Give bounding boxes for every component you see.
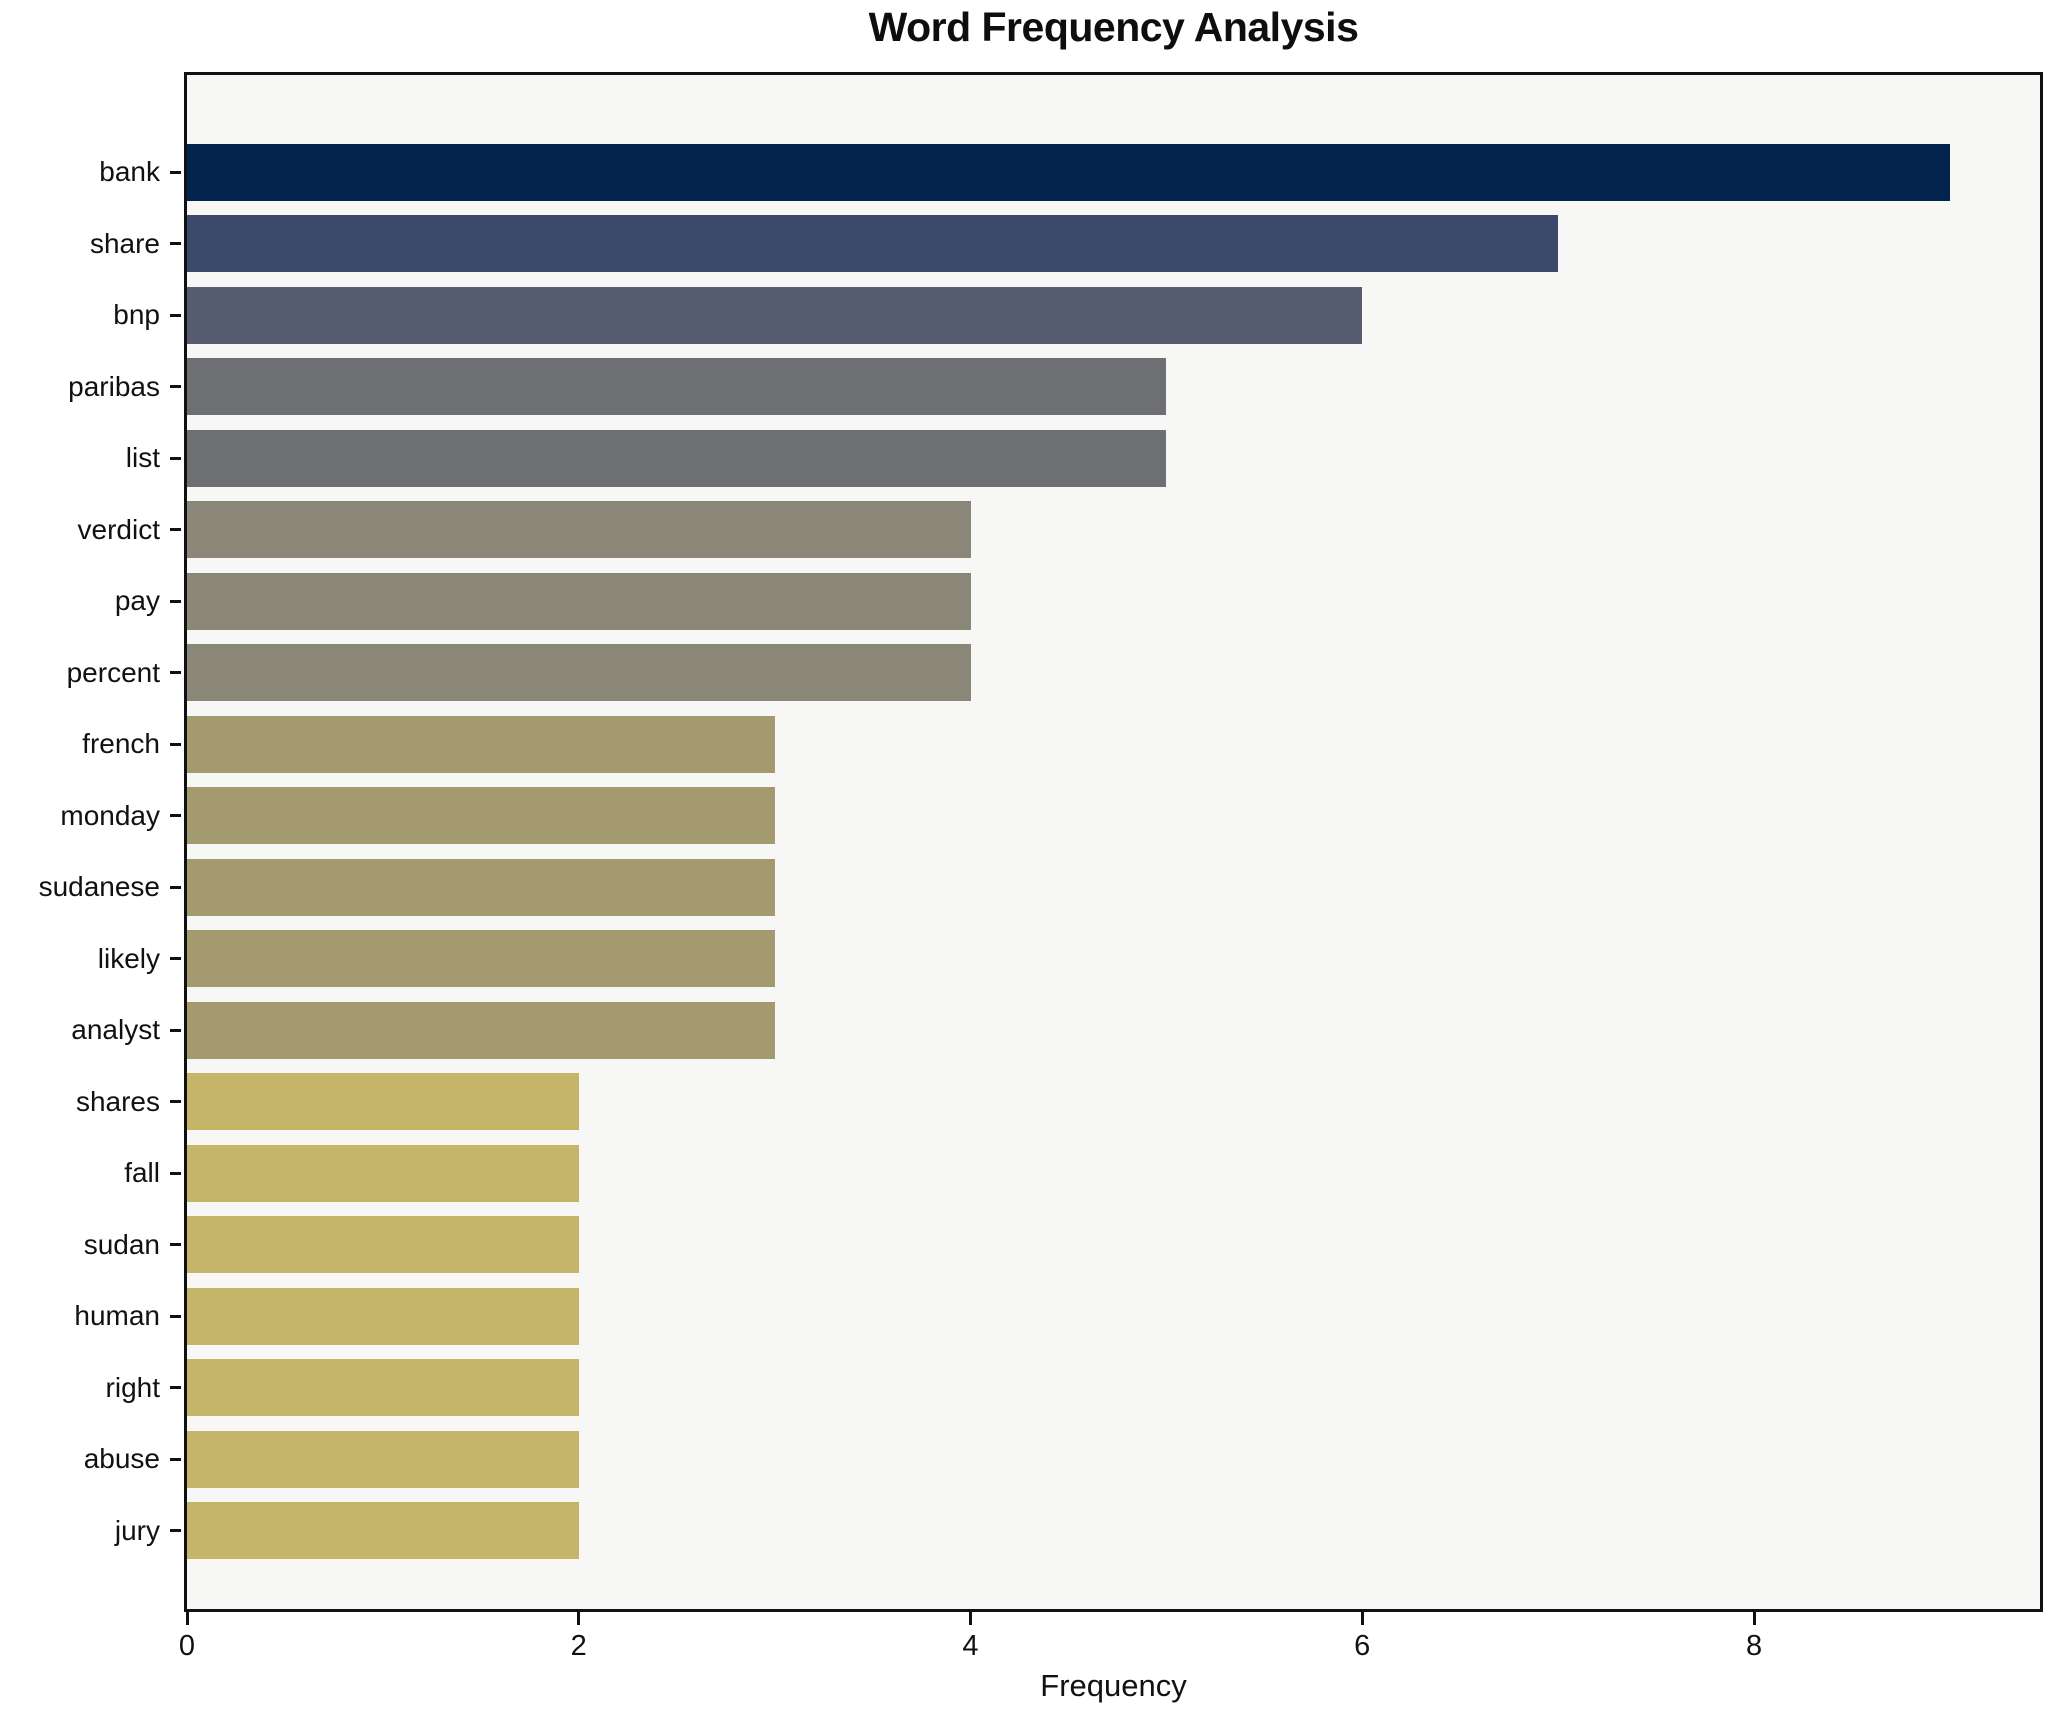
bar-bank	[187, 143, 1950, 201]
x-tick-label-2: 2	[570, 1630, 587, 1662]
bar-likely	[187, 930, 775, 987]
y-tick-mark	[170, 1243, 181, 1246]
bars-layer	[187, 75, 2040, 1609]
x-tick-label-8: 8	[1745, 1630, 1763, 1662]
bar-jury	[187, 1502, 579, 1559]
y-tick-label-list: list	[125, 442, 160, 473]
bar-list	[187, 429, 1167, 487]
y-tick-mark	[170, 599, 181, 603]
bar-bnp	[187, 286, 1363, 344]
bar-shares	[187, 1073, 579, 1130]
bar-analyst	[187, 1001, 775, 1059]
x-tick-mark	[969, 1612, 972, 1625]
y-tick-label-human: human	[74, 1300, 160, 1331]
y-tick-mark	[170, 170, 181, 174]
bar-percent	[187, 644, 971, 701]
y-tick-mark	[170, 385, 181, 388]
y-tick-label-pay: pay	[114, 585, 160, 616]
y-tick-mark	[170, 957, 181, 960]
y-tick-label-likely: likely	[97, 942, 160, 974]
y-tick-mark	[170, 671, 181, 674]
x-tick-label-4: 4	[962, 1630, 979, 1662]
y-tick-mark	[170, 742, 181, 746]
plot-area	[184, 72, 2043, 1612]
y-tick-mark	[170, 1171, 181, 1175]
y-tick-mark	[170, 1028, 181, 1032]
bar-monday	[187, 787, 775, 844]
y-tick-mark	[170, 1529, 181, 1532]
bar-fall	[187, 1144, 579, 1202]
bar-sudan	[187, 1216, 579, 1273]
y-tick-label-shares: shares	[75, 1085, 160, 1117]
bar-pay	[187, 572, 971, 630]
bar-human	[187, 1287, 579, 1345]
x-tick-mark	[185, 1612, 189, 1625]
y-tick-mark	[170, 1386, 181, 1389]
x-tick-mark	[1360, 1612, 1364, 1625]
bar-abuse	[187, 1430, 579, 1488]
y-tick-mark	[170, 814, 181, 817]
x-tick-mark	[1752, 1612, 1756, 1625]
x-tick-label-6: 6	[1354, 1630, 1371, 1662]
y-tick-label-french: french	[82, 728, 160, 759]
x-tick-label-0: 0	[178, 1630, 196, 1662]
y-tick-label-jury: jury	[114, 1514, 160, 1546]
y-tick-mark	[170, 885, 181, 889]
y-tick-mark	[170, 1457, 181, 1461]
y-tick-label-paribas: paribas	[68, 370, 160, 402]
bar-sudanese	[187, 858, 775, 916]
y-tick-label-percent: percent	[66, 656, 160, 688]
y-tick-label-abuse: abuse	[83, 1443, 160, 1474]
bar-french	[187, 715, 775, 773]
chart-title: Word Frequency Analysis	[868, 4, 1359, 50]
x-axis-label: Frequency	[1040, 1668, 1187, 1703]
bar-verdict	[187, 501, 971, 558]
y-tick-label-share: share	[89, 227, 160, 259]
y-tick-label-verdict: verdict	[77, 513, 160, 545]
y-tick-label-fall: fall	[124, 1157, 160, 1188]
y-tick-label-right: right	[105, 1371, 160, 1403]
y-tick-label-bnp: bnp	[113, 299, 160, 330]
y-tick-label-bank: bank	[99, 156, 160, 187]
y-tick-label-monday: monday	[60, 799, 160, 831]
y-tick-label-analyst: analyst	[71, 1014, 160, 1045]
y-tick-mark	[170, 1314, 181, 1318]
y-tick-mark	[170, 313, 181, 317]
bar-right	[187, 1359, 579, 1416]
bar-share	[187, 215, 1559, 272]
y-tick-mark	[170, 1100, 181, 1103]
y-tick-mark	[170, 242, 181, 245]
bar-paribas	[187, 358, 1167, 415]
y-tick-mark	[170, 528, 181, 531]
y-tick-mark	[170, 456, 181, 460]
x-tick-mark	[577, 1612, 581, 1625]
y-tick-label-sudan: sudan	[83, 1228, 160, 1260]
y-tick-label-sudanese: sudanese	[38, 871, 160, 902]
